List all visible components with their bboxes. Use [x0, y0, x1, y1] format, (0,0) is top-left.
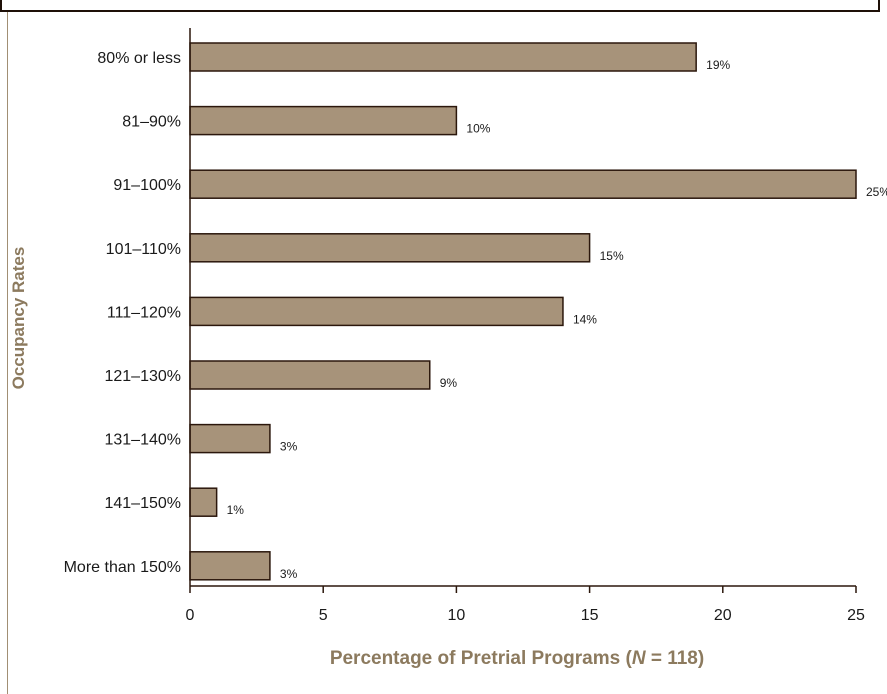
- data-label: 10%: [466, 122, 490, 136]
- x-tick-label: 15: [581, 607, 599, 624]
- category-label: 111–120%: [107, 304, 181, 321]
- bar: [189, 423, 271, 454]
- x-tick-label: 10: [448, 607, 466, 624]
- x-tick-label: 20: [714, 607, 732, 624]
- bar: [189, 487, 218, 517]
- category-label: 121–130%: [104, 368, 181, 385]
- category-label: 81–90%: [122, 114, 181, 131]
- data-label: 15%: [600, 249, 624, 263]
- category-label: 91–100%: [113, 177, 181, 194]
- bar: [189, 551, 271, 581]
- bar: [189, 360, 431, 390]
- x-tick-label: 5: [319, 607, 328, 624]
- x-axis-title-suffix: = 118): [645, 648, 705, 669]
- chart-frame-top: [0, 0, 880, 12]
- x-axis-title-variable: N: [631, 648, 646, 669]
- data-label: 3%: [280, 567, 298, 581]
- data-label: 9%: [440, 376, 458, 390]
- category-label: More than 150%: [64, 559, 181, 576]
- bar: [189, 233, 591, 263]
- data-label: 25%: [866, 185, 887, 199]
- x-axis-title-prefix: Percentage of Pretrial Programs (: [329, 648, 632, 669]
- bar: [189, 296, 564, 327]
- chart-frame-left-rule: [7, 12, 8, 694]
- data-label: 14%: [573, 312, 597, 326]
- category-label: 80% or less: [97, 50, 181, 67]
- x-tick-label: 25: [847, 607, 865, 624]
- data-label: 1%: [227, 503, 245, 517]
- bar: [189, 42, 697, 72]
- data-label: 19%: [706, 58, 730, 72]
- x-axis-title: Percentage of Pretrial Programs (N = 118…: [330, 648, 704, 670]
- category-label: 141–150%: [104, 495, 181, 512]
- category-label: 131–140%: [104, 432, 181, 449]
- bar: [189, 169, 857, 199]
- x-tick-label: 0: [186, 607, 195, 624]
- category-label: 101–110%: [106, 241, 181, 258]
- bar: [189, 105, 458, 136]
- data-label: 3%: [280, 440, 298, 454]
